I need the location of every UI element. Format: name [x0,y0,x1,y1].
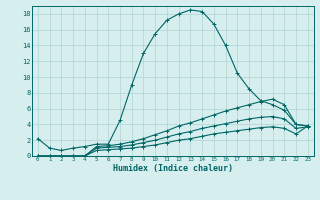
X-axis label: Humidex (Indice chaleur): Humidex (Indice chaleur) [113,164,233,173]
